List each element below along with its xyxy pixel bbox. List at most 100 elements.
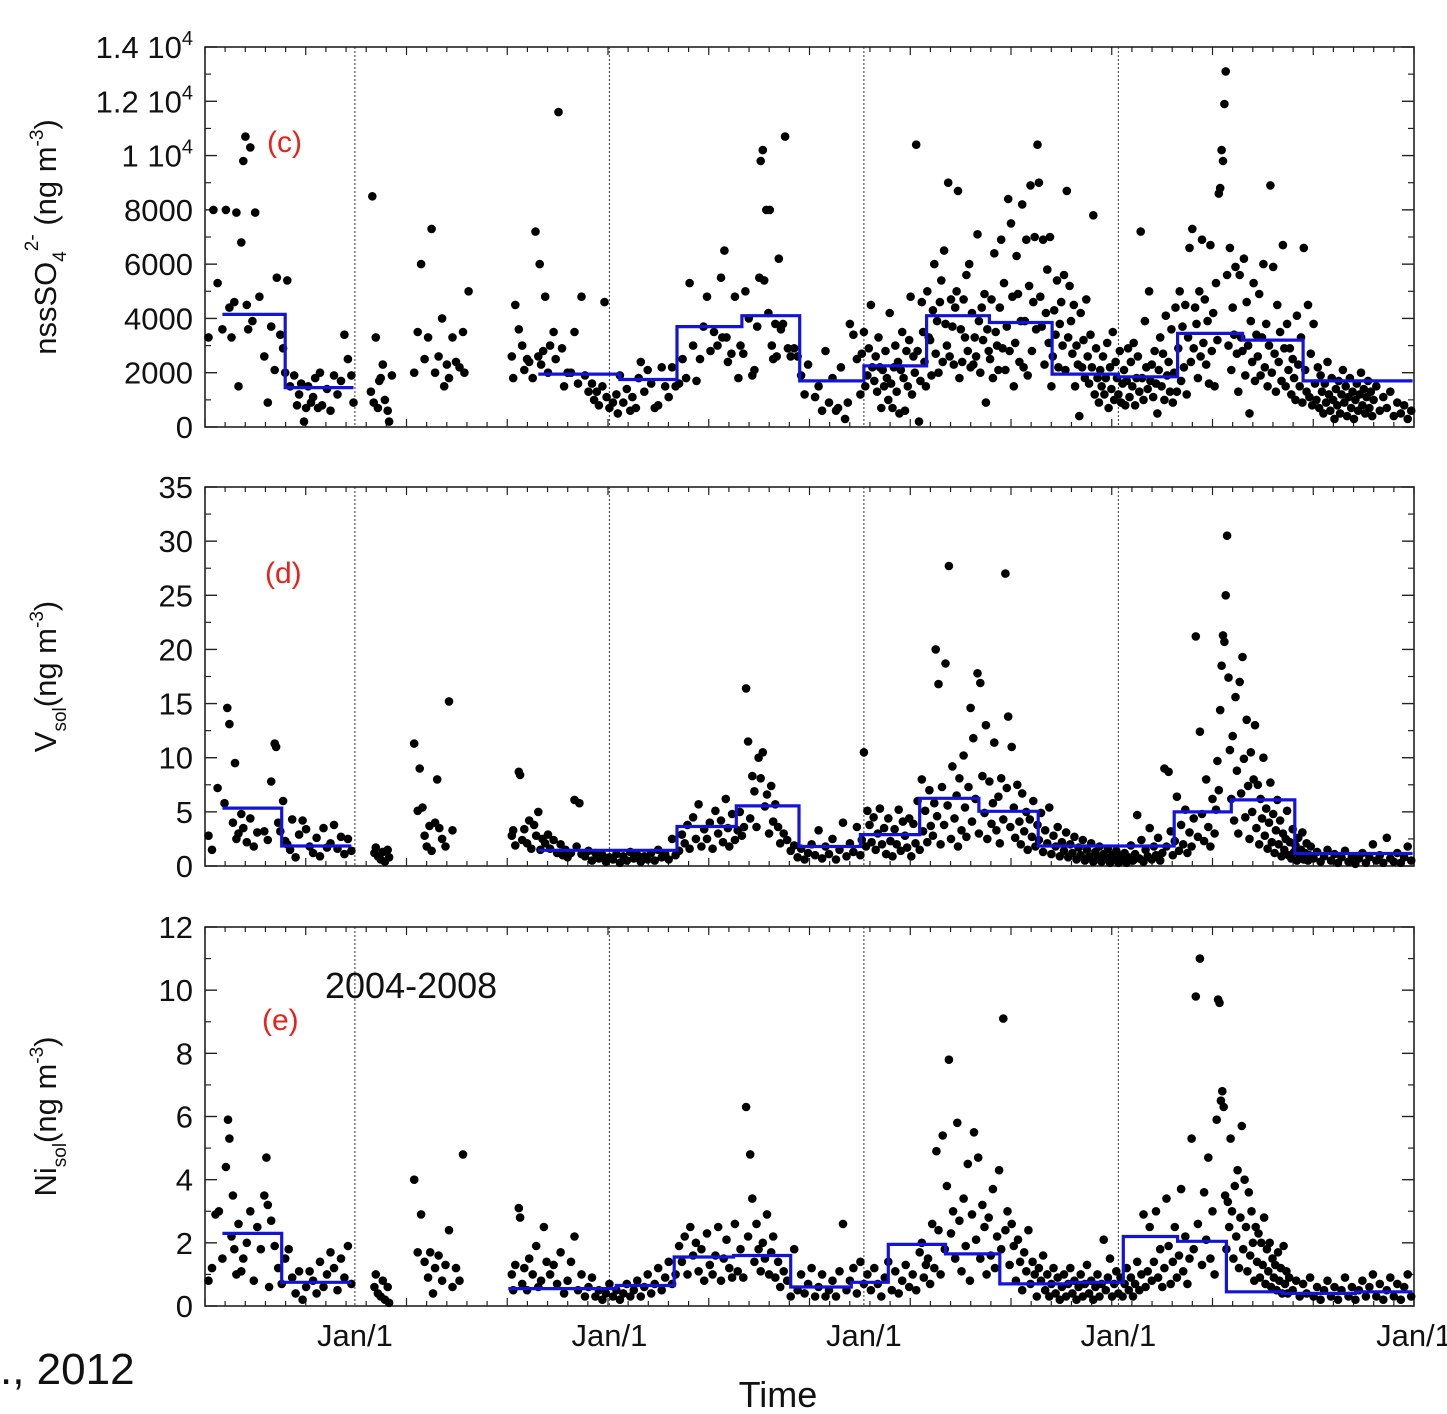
data-point — [748, 1194, 757, 1203]
data-point — [722, 333, 731, 342]
data-point — [897, 327, 907, 337]
data-point — [903, 382, 913, 391]
data-point — [601, 1289, 611, 1298]
data-point — [437, 314, 447, 323]
data-point — [1007, 1219, 1016, 1229]
data-point — [1002, 322, 1012, 331]
data-point — [283, 276, 292, 285]
data-point — [511, 300, 520, 310]
data-point — [994, 365, 1003, 375]
data-point — [1368, 1270, 1378, 1279]
data-point — [1022, 235, 1031, 244]
data-point — [514, 325, 524, 334]
data-point — [1245, 834, 1254, 844]
data-point — [877, 840, 887, 849]
data-point — [1013, 1235, 1023, 1244]
data-point — [685, 844, 694, 853]
data-point — [971, 1235, 981, 1244]
data-point — [289, 371, 299, 380]
data-point — [863, 806, 872, 816]
data-point — [990, 249, 999, 258]
data-point — [836, 363, 846, 372]
data-point — [772, 352, 781, 361]
data-point — [937, 782, 947, 792]
data-point — [1010, 833, 1020, 843]
data-point — [667, 834, 677, 844]
data-point — [294, 830, 304, 839]
data-point — [1195, 954, 1205, 963]
data-point — [1193, 832, 1203, 842]
data-point — [1189, 814, 1198, 823]
data-point — [725, 1263, 734, 1273]
data-point — [994, 1165, 1004, 1175]
data-point — [1066, 316, 1076, 326]
data-point — [727, 349, 736, 359]
data-point — [1040, 1285, 1050, 1295]
data-point — [1034, 1263, 1044, 1273]
data-point — [1277, 852, 1286, 861]
data-point — [702, 834, 712, 844]
data-point — [752, 822, 761, 832]
data-point — [1015, 1257, 1025, 1267]
data-point — [990, 1263, 1000, 1273]
data-point — [1342, 411, 1352, 421]
data-point — [1306, 842, 1316, 851]
data-point — [535, 259, 544, 269]
data-point — [762, 1210, 772, 1219]
data-point — [248, 316, 257, 326]
data-point — [524, 357, 534, 367]
data-point — [1267, 368, 1277, 378]
data-point — [1309, 319, 1318, 329]
data-point — [1200, 295, 1210, 304]
data-point — [983, 325, 992, 334]
data-point — [1305, 392, 1314, 402]
data-point — [1063, 333, 1073, 342]
data-point — [886, 379, 896, 388]
data-point — [528, 1270, 537, 1279]
data-point — [863, 1270, 872, 1279]
data-point — [900, 406, 910, 416]
data-point — [1140, 316, 1150, 326]
data-point — [978, 771, 987, 781]
panel-label: (d) — [265, 557, 302, 590]
data-point — [1143, 1267, 1152, 1276]
data-point — [1003, 1207, 1012, 1216]
data-point — [1015, 817, 1024, 826]
data-point — [425, 1248, 435, 1257]
data-point — [983, 834, 992, 844]
data-point — [756, 156, 765, 166]
data-point — [441, 1260, 450, 1270]
data-point — [415, 764, 425, 773]
data-point — [730, 835, 740, 845]
data-point — [319, 823, 328, 833]
data-point — [768, 1232, 778, 1241]
data-point — [1208, 794, 1217, 804]
data-point — [1003, 194, 1013, 204]
data-point — [1019, 1248, 1029, 1257]
data-point — [1006, 219, 1016, 228]
data-point — [234, 1219, 243, 1229]
data-point — [545, 1270, 555, 1279]
data-point — [1132, 1257, 1142, 1267]
data-point — [1049, 306, 1059, 315]
data-point — [294, 1267, 304, 1276]
data-point — [1167, 325, 1176, 334]
data-point — [786, 1292, 795, 1301]
data-point — [931, 645, 940, 654]
data-point — [953, 1118, 962, 1128]
data-point — [315, 1257, 325, 1267]
data-point — [1235, 677, 1244, 687]
data-point — [1396, 409, 1406, 418]
data-point — [821, 346, 830, 356]
data-point — [1115, 346, 1125, 356]
data-point — [612, 849, 621, 859]
y-tick-label: 20 — [159, 632, 193, 667]
data-point — [660, 1273, 670, 1282]
data-point — [529, 820, 539, 830]
data-point — [885, 308, 894, 318]
data-point — [1254, 840, 1264, 849]
data-point — [1238, 346, 1247, 356]
data-point — [1037, 322, 1046, 331]
data-point — [204, 831, 213, 840]
data-point — [1197, 1260, 1207, 1270]
